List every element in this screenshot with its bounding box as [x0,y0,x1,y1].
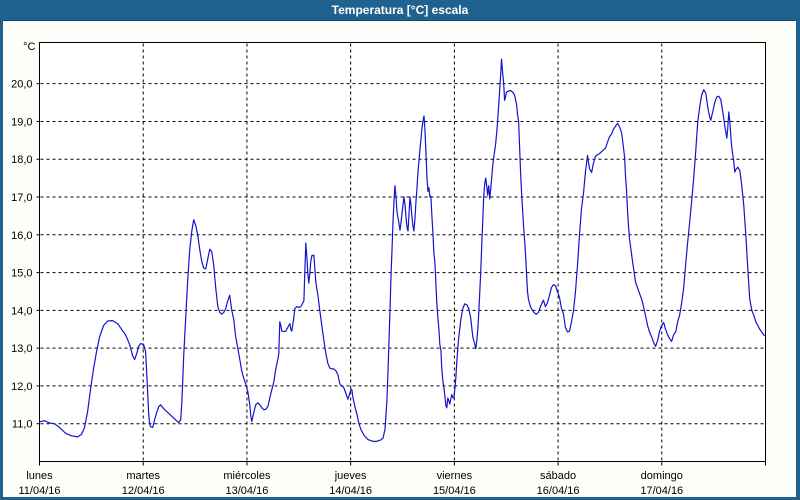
x-day-label: domingo [641,470,683,482]
x-date-label: 14/04/16 [329,485,372,497]
x-date-label: 17/04/16 [640,485,683,497]
x-day-label: sábado [540,470,576,482]
x-day-label: jueves [334,470,367,482]
y-tick-label: 15,0 [11,268,32,280]
window-border-right [796,20,800,500]
plot-area [39,42,766,462]
window-titlebar[interactable]: Temperatura [°C] escala [0,0,800,21]
y-tick-label: 20,0 [11,79,32,91]
y-tick-label: 19,0 [11,116,32,128]
window-title: Temperatura [°C] escala [331,3,469,17]
x-day-label: martes [126,470,160,482]
x-day-label: viernes [437,470,473,482]
x-date-label: 11/04/16 [18,485,60,497]
x-date-label: 13/04/16 [226,485,269,497]
x-date-label: 12/04/16 [122,485,165,497]
y-tick-label: 16,0 [11,230,32,242]
x-day-label: lunes [26,470,53,482]
y-tick-label: 13,0 [11,343,32,355]
x-day-label: miércoles [223,470,271,482]
y-tick-label: 14,0 [11,305,32,317]
x-date-label: 15/04/16 [433,485,476,497]
window-border-left [0,20,3,500]
x-date-label: 16/04/16 [537,485,580,497]
y-tick-label: 18,0 [11,154,32,166]
y-tick-label: 17,0 [11,192,32,204]
y-axis-unit-label: °C [23,41,35,53]
y-tick-label: 11,0 [12,419,33,431]
y-tick-label: 12,0 [11,381,32,393]
window-border-bottom [0,497,800,500]
plot-frame [39,42,766,462]
temperature-series-line [39,58,766,443]
